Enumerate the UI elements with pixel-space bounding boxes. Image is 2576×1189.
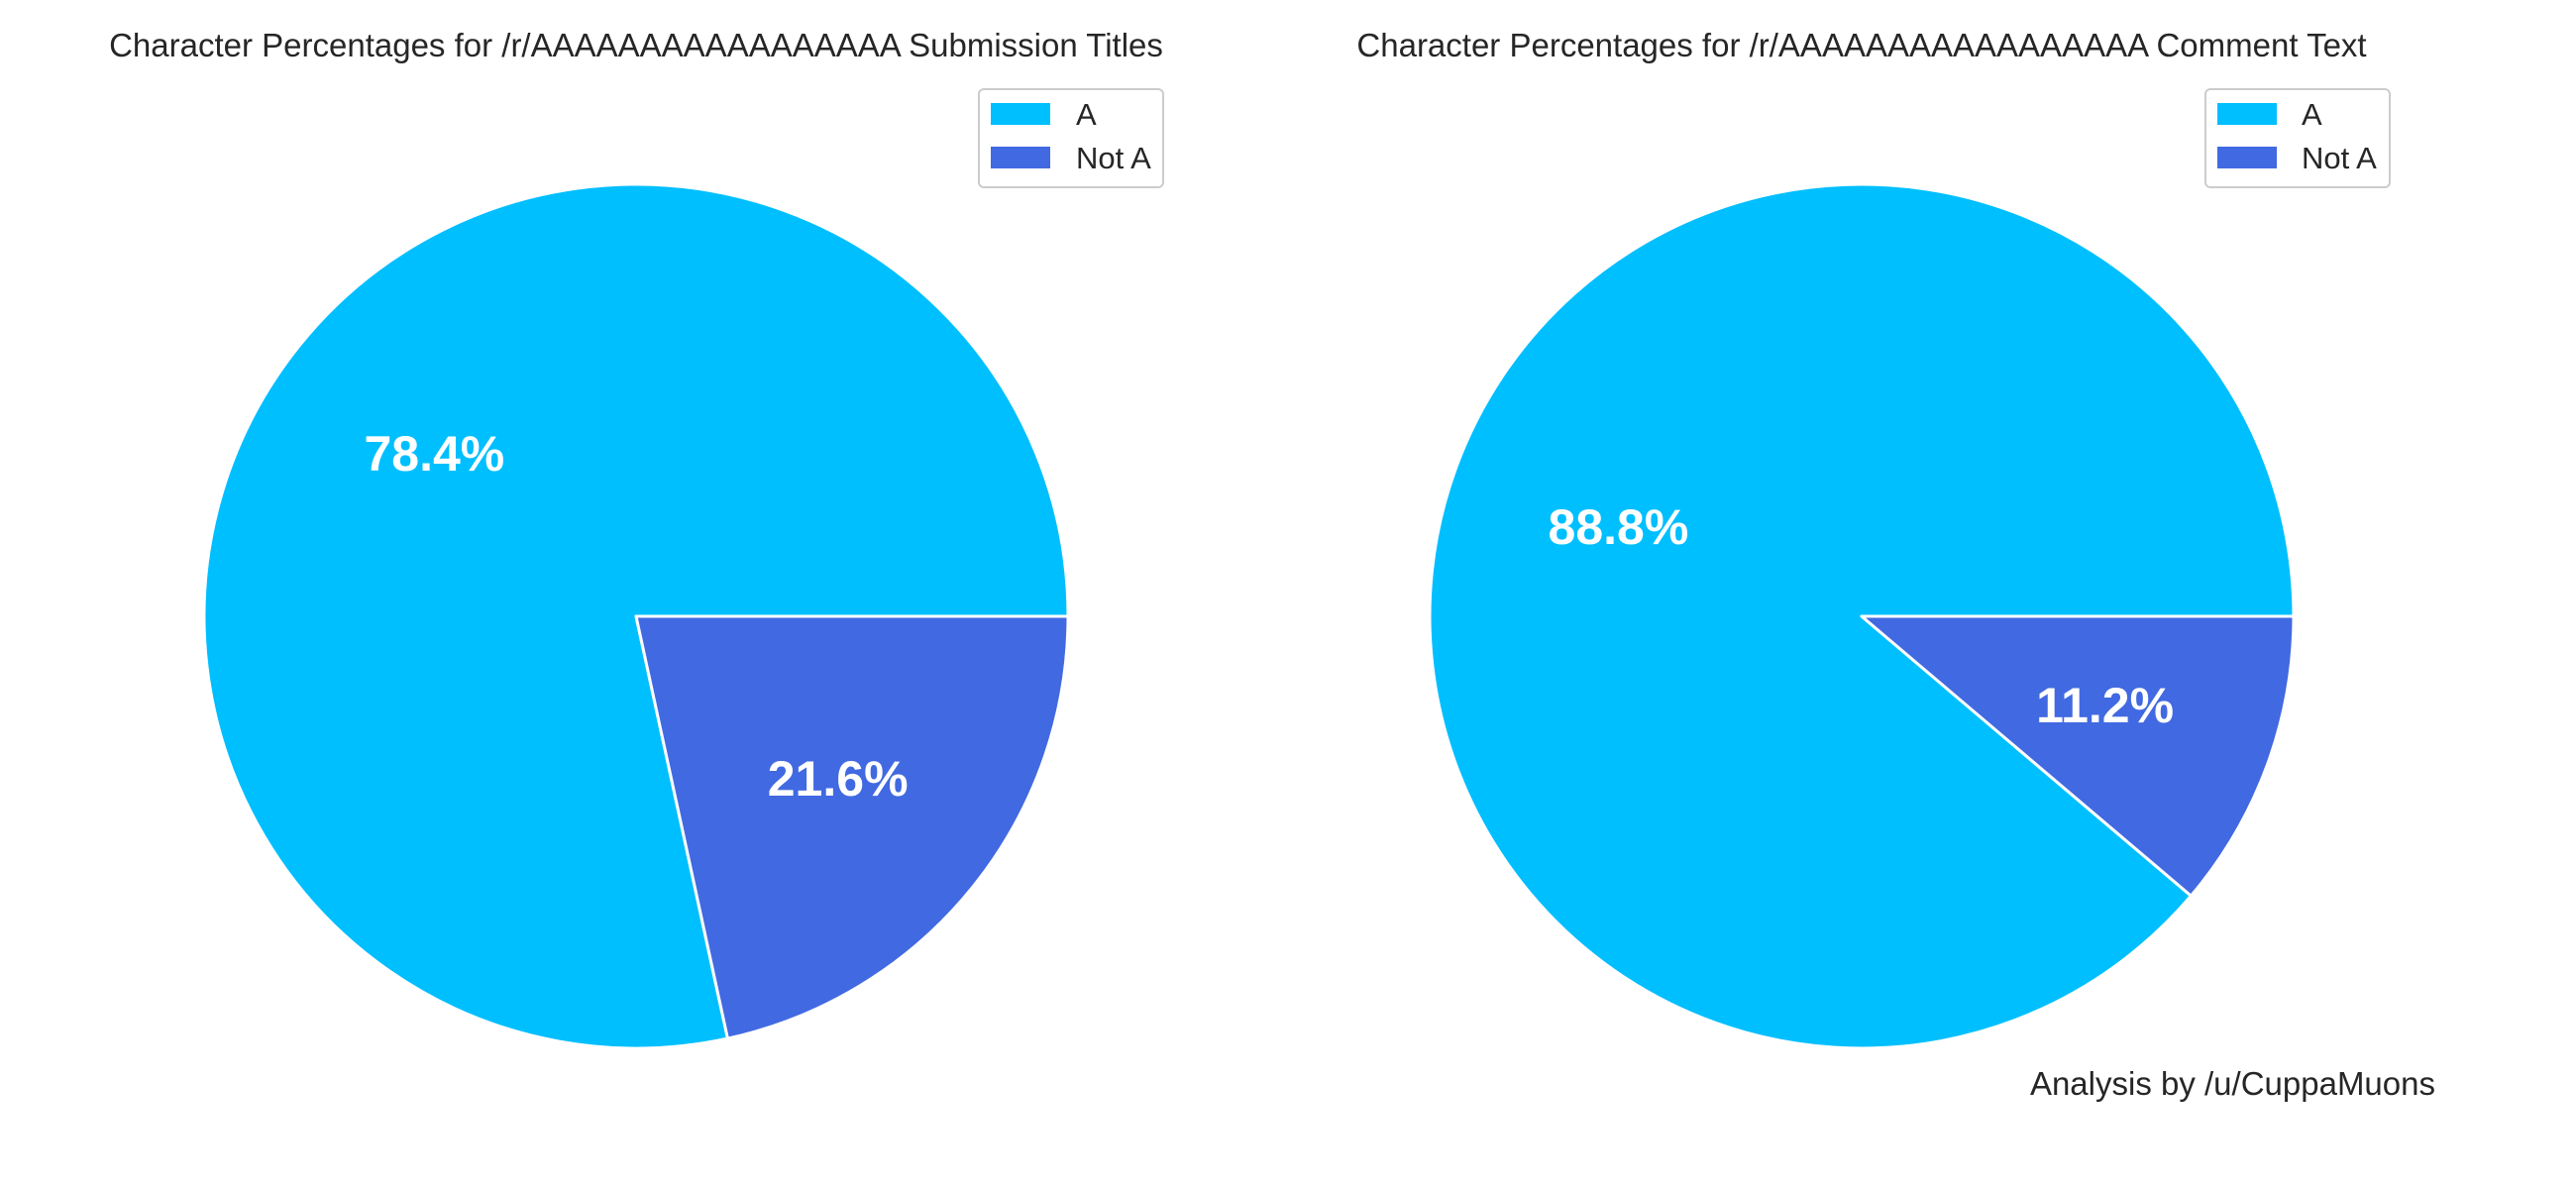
pie-value-label-a: 88.8% xyxy=(1549,499,1689,555)
pie-slices xyxy=(204,184,1068,1048)
pie-slices xyxy=(1430,184,2294,1048)
legend-swatch-not-a xyxy=(2217,147,2277,168)
legend-swatch-not-a xyxy=(991,147,1050,168)
legend: A Not A xyxy=(2205,89,2390,187)
legend-label-not-a: Not A xyxy=(1076,141,1151,175)
credit-text: Analysis by /u/CuppaMuons xyxy=(2030,1065,2435,1102)
legend-swatch-a xyxy=(991,103,1050,125)
chart-comment-text: Character Percentages for /r/AAAAAAAAAAA… xyxy=(1356,27,2390,1048)
legend-label-a: A xyxy=(1076,97,1097,132)
pie-value-label-not-a: 21.6% xyxy=(768,751,909,807)
legend-label-not-a: Not A xyxy=(2302,141,2377,175)
legend-label-a: A xyxy=(2302,97,2322,132)
legend-swatch-a xyxy=(2217,103,2277,125)
pie-value-label-a: 78.4% xyxy=(364,426,504,482)
pie-value-label-not-a: 11.2% xyxy=(2036,678,2174,733)
legend: A Not A xyxy=(979,89,1163,187)
chart-submission-titles: Character Percentages for /r/AAAAAAAAAAA… xyxy=(109,27,1163,1048)
chart-title: Character Percentages for /r/AAAAAAAAAAA… xyxy=(109,27,1163,63)
chart-title: Character Percentages for /r/AAAAAAAAAAA… xyxy=(1356,27,2366,63)
